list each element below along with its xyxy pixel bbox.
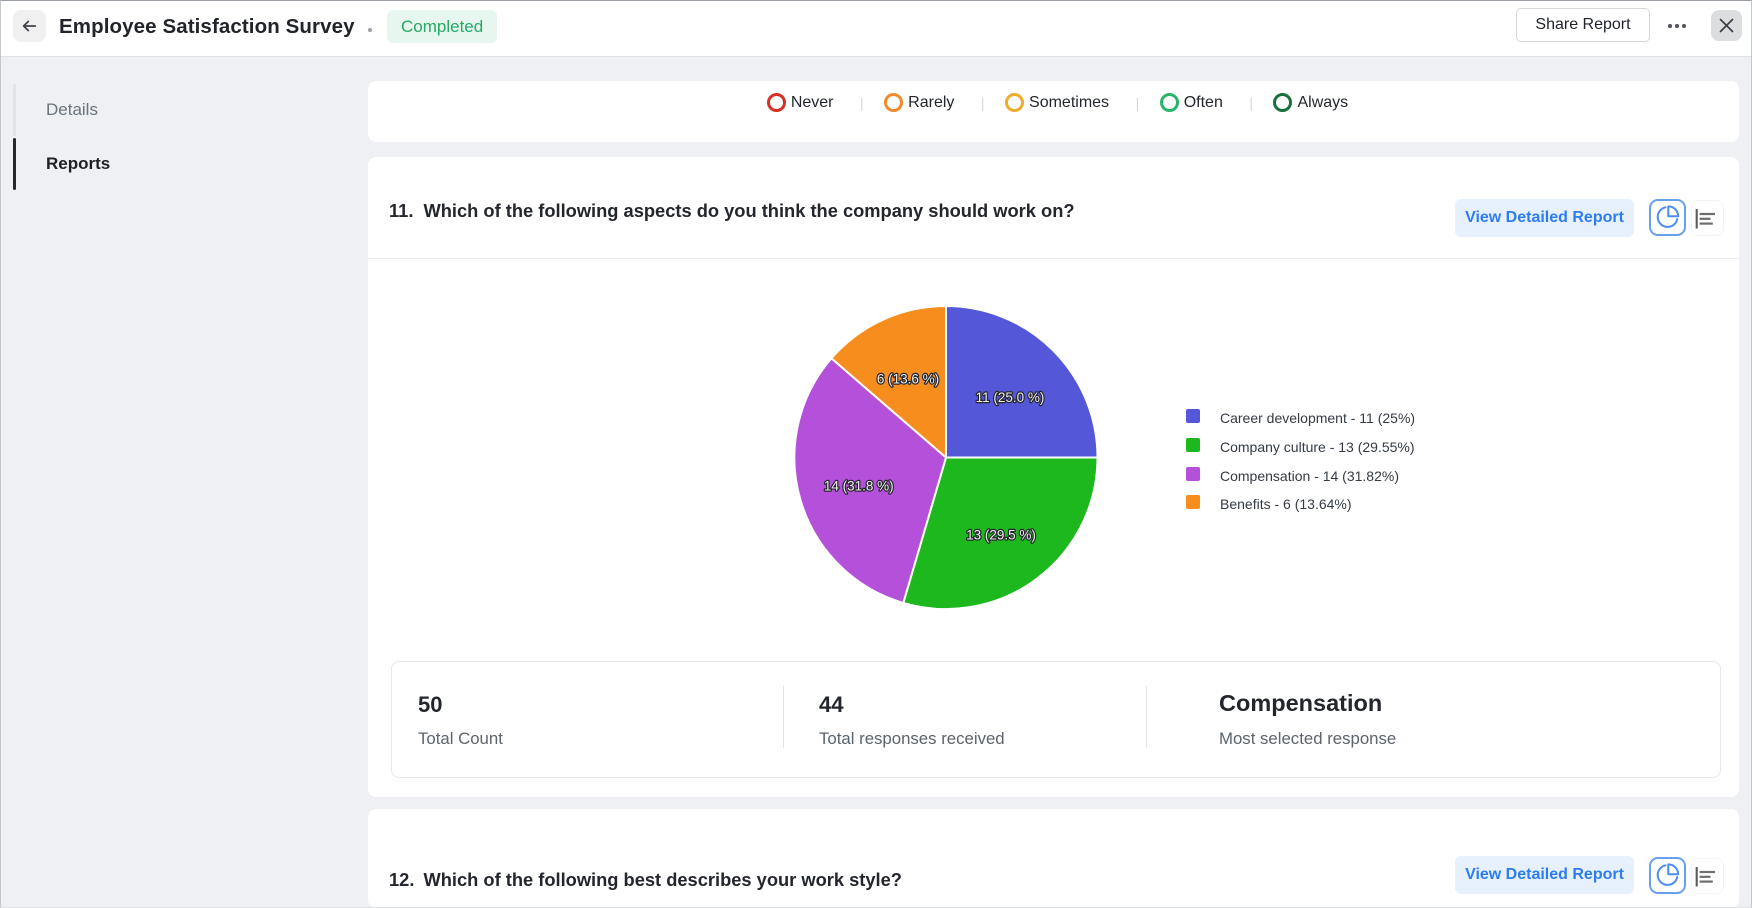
svg-text:11 (25.0 %): 11 (25.0 %) (976, 390, 1045, 405)
svg-text:14 (31.8 %): 14 (31.8 %) (824, 479, 894, 494)
svg-text:6 (13.6 %): 6 (13.6 %) (877, 371, 939, 386)
svg-text:13 (29.5 %): 13 (29.5 %) (966, 528, 1036, 543)
